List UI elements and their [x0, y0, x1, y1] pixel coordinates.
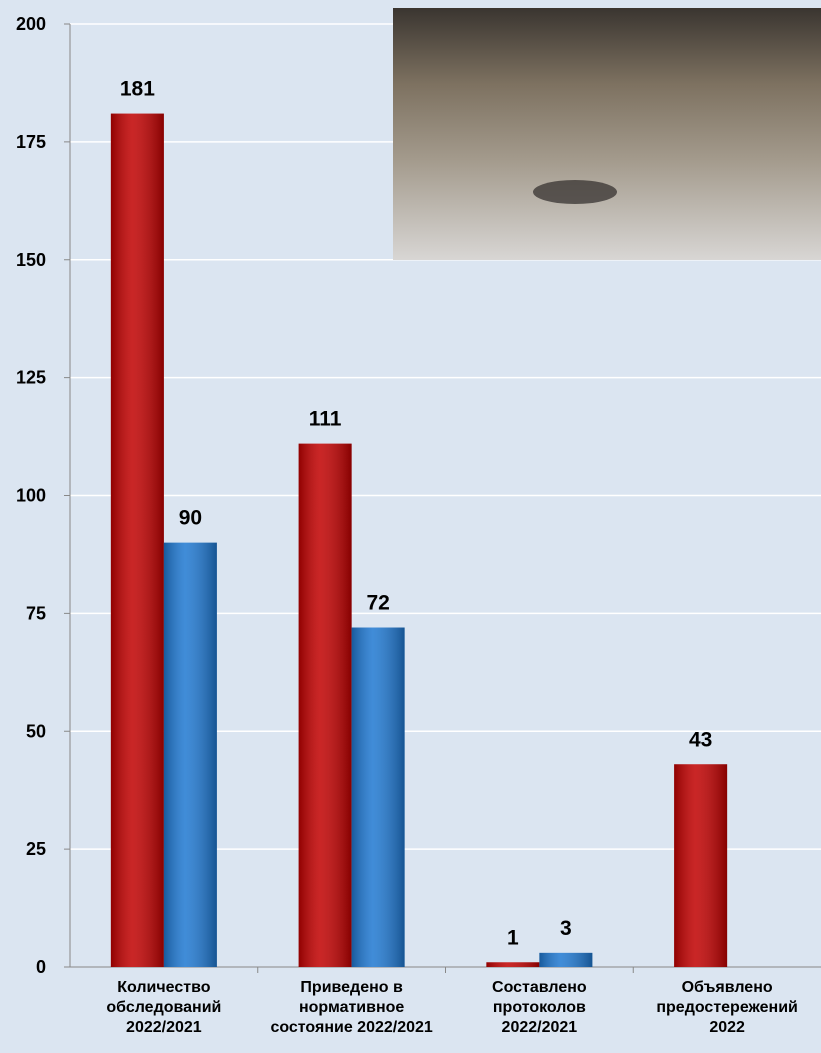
y-tick-label: 100: [16, 486, 46, 506]
bar-shine: [110, 113, 164, 967]
data-label: 111: [309, 408, 342, 431]
bars: 181 90 111 72 1 3 43: [110, 78, 728, 967]
y-tick-label: 175: [16, 132, 46, 152]
y-tick-label: 25: [26, 839, 46, 859]
data-label: 181: [120, 78, 155, 101]
bar-shine: [539, 952, 593, 967]
photo-image: [393, 8, 821, 260]
x-tick-label: Составлено протоколов 2022/2021: [492, 979, 587, 1036]
data-label: 3: [560, 917, 572, 940]
bar-shine: [298, 443, 352, 967]
x-tick-label: Количество обследований 2022/2021: [106, 979, 221, 1036]
y-tick-label: 150: [16, 250, 46, 270]
bar-shine: [674, 764, 728, 967]
photo: [393, 8, 821, 260]
data-label: 43: [689, 728, 712, 751]
x-tick-label: Приведено в нормативное состояние 2022/202…: [270, 979, 432, 1036]
y-tick-label: 125: [16, 368, 46, 388]
data-label: 1: [507, 926, 519, 949]
bar-shine: [163, 542, 217, 967]
bar-shine: [351, 627, 405, 967]
data-label: 90: [179, 507, 202, 530]
data-label: 72: [366, 592, 389, 615]
bar-shine: [486, 962, 540, 967]
x-tick-label: Объявлено предостережений 2022: [656, 979, 798, 1036]
y-tick-label: 50: [26, 721, 46, 741]
y-tick-label: 0: [36, 957, 46, 977]
y-tick-label: 75: [26, 603, 46, 623]
photo-drain: [533, 180, 617, 204]
y-tick-label: 200: [16, 14, 46, 34]
